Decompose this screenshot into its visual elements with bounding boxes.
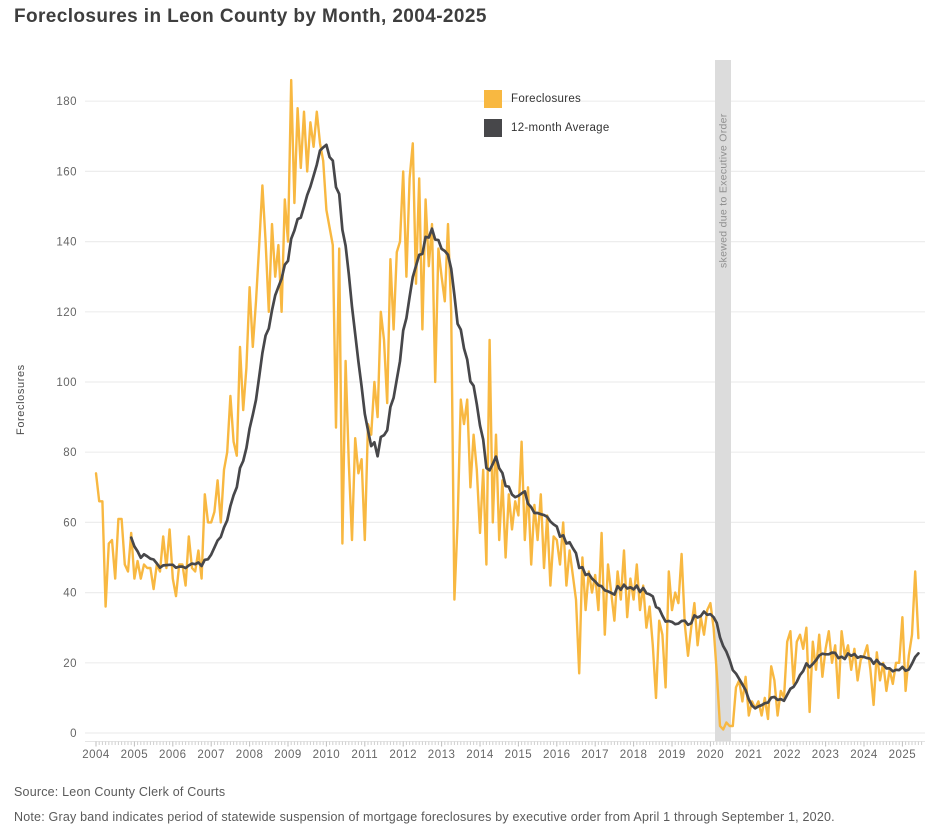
foreclosures-series-swatch [484,90,502,108]
legend-label-foreclosures: Foreclosures [511,93,582,105]
average-series-swatch [484,119,502,137]
svg-text:2006: 2006 [159,749,187,761]
svg-text:skewed due to Executive Order: skewed due to Executive Order [718,113,730,268]
svg-text:2007: 2007 [197,749,225,761]
page-title: Foreclosures in Leon County by Month, 20… [14,6,487,27]
svg-text:2025: 2025 [889,749,917,761]
legend-item-12-month-average: 12-month Average [484,119,610,137]
svg-text:2011: 2011 [351,749,378,761]
chart-legend: Foreclosures 12-month Average [484,90,610,137]
svg-text:80: 80 [63,447,77,459]
svg-text:2016: 2016 [543,749,571,761]
gray-band-note: Note: Gray band indicates period of stat… [14,810,835,824]
svg-text:160: 160 [56,166,77,178]
legend-label-12-month-average: 12-month Average [511,122,610,134]
svg-text:2009: 2009 [274,749,302,761]
svg-text:Foreclosures: Foreclosures [15,364,27,435]
svg-text:2005: 2005 [121,749,149,761]
svg-text:40: 40 [63,588,77,600]
svg-text:2021: 2021 [735,749,763,761]
svg-text:2019: 2019 [658,749,686,761]
svg-text:140: 140 [56,237,77,249]
svg-text:2004: 2004 [82,749,110,761]
svg-text:0: 0 [70,728,77,740]
svg-text:2023: 2023 [812,749,840,761]
svg-text:2024: 2024 [850,749,878,761]
svg-text:2008: 2008 [236,749,264,761]
svg-text:180: 180 [56,96,77,108]
chart-footer: Source: Leon County Clerk of Courts Note… [14,780,924,830]
svg-text:2013: 2013 [428,749,456,761]
svg-text:2018: 2018 [620,749,648,761]
svg-text:2010: 2010 [313,749,341,761]
svg-text:120: 120 [56,307,77,319]
svg-text:60: 60 [63,517,77,529]
svg-text:100: 100 [56,377,77,389]
chart-canvas: 0 20 40 60 80 100 120 140 160 180 skewed due to Ex… [15,60,925,761]
svg-text:2020: 2020 [697,749,725,761]
svg-text:2017: 2017 [581,749,609,761]
svg-text:2012: 2012 [389,749,417,761]
source-note: Source: Leon County Clerk of Courts [14,785,226,799]
legend-item-foreclosures: Foreclosures [484,90,610,108]
svg-text:2022: 2022 [773,749,801,761]
svg-text:2015: 2015 [505,749,533,761]
svg-text:20: 20 [63,658,77,670]
foreclosures-line-chart: 0 20 40 60 80 100 120 140 160 180 skewed due to Ex… [15,60,925,761]
svg-text:2014: 2014 [466,749,494,761]
